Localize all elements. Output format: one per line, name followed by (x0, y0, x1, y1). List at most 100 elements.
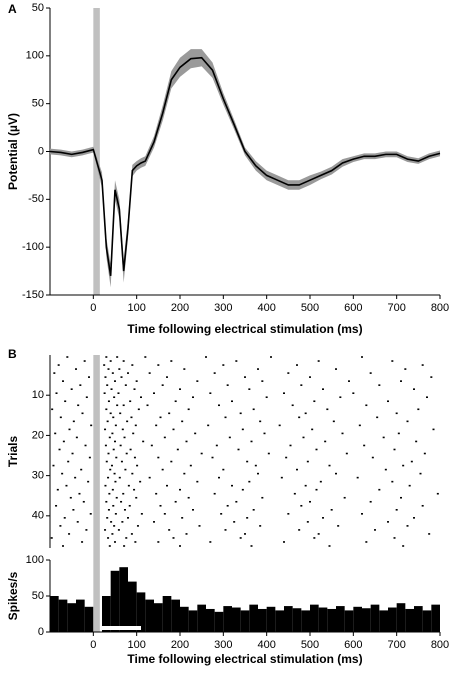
spike (393, 537, 396, 539)
spike (107, 368, 110, 370)
bar (249, 604, 258, 632)
spike (166, 376, 168, 378)
spike (123, 436, 126, 439)
spike (194, 432, 197, 435)
spike (254, 464, 257, 467)
spike (55, 504, 58, 507)
y-tick-label: 50 (32, 98, 44, 110)
spike (76, 521, 79, 523)
spike (127, 372, 129, 374)
spike (120, 460, 123, 463)
spike (430, 376, 433, 378)
y-tick-label: -100 (22, 241, 44, 253)
bar (50, 596, 59, 632)
y-tick-label: 0 (38, 145, 44, 157)
spike (104, 529, 107, 531)
bar (214, 611, 224, 632)
spike (393, 448, 396, 451)
spike (85, 396, 88, 399)
y-tick-label: 100 (26, 554, 44, 566)
spike (371, 456, 374, 459)
spike (119, 444, 122, 447)
spike (56, 488, 59, 491)
spike (126, 420, 129, 423)
bar (76, 599, 85, 632)
spike (125, 537, 128, 539)
spike (259, 420, 262, 423)
bar (206, 608, 215, 632)
x-tick-label: 500 (301, 639, 319, 651)
spike (384, 468, 387, 471)
spike (57, 364, 60, 366)
spike (211, 456, 214, 459)
x-tick-label: 800 (431, 302, 449, 314)
spike (423, 452, 426, 455)
spike (209, 541, 212, 543)
spike (339, 396, 342, 399)
spike (391, 360, 394, 362)
spike (179, 388, 181, 390)
spike (136, 464, 139, 467)
spike (107, 476, 110, 479)
spike (363, 444, 366, 447)
mean-line (49, 56, 441, 276)
spike (84, 444, 87, 447)
spike (105, 500, 108, 503)
bar (102, 596, 111, 632)
spike (200, 452, 203, 455)
spike (113, 472, 116, 475)
spike (116, 404, 119, 407)
spike (63, 517, 66, 519)
spike (114, 513, 117, 515)
spike (341, 432, 344, 435)
spike (207, 424, 210, 427)
spike (104, 444, 107, 447)
spike (313, 400, 316, 403)
spike (179, 488, 181, 491)
spike (55, 392, 58, 394)
spike (81, 541, 84, 543)
bar (110, 570, 120, 632)
spike (163, 513, 166, 515)
spike (263, 432, 266, 435)
spike (79, 384, 82, 386)
spike (133, 456, 136, 459)
spike (395, 412, 398, 415)
spike (104, 428, 107, 431)
spike (85, 529, 88, 531)
spike (185, 440, 188, 443)
spike (315, 448, 318, 451)
spike (187, 496, 190, 499)
spike (136, 525, 139, 527)
spike (196, 480, 199, 483)
bar (362, 608, 371, 632)
spike (244, 533, 246, 535)
spike (280, 476, 283, 479)
spike (304, 484, 307, 487)
spike (109, 412, 112, 415)
spike (413, 517, 415, 519)
spike (250, 545, 253, 547)
spike (222, 468, 225, 471)
spike (400, 496, 402, 499)
spike (65, 484, 68, 487)
x-tick-label: 300 (214, 639, 232, 651)
spike (436, 492, 439, 495)
x-tick-label: 200 (171, 639, 189, 651)
spike (283, 541, 285, 543)
spike (387, 400, 389, 403)
spike (148, 372, 151, 374)
spike (332, 420, 335, 423)
y-tick-label: 0 (38, 626, 44, 638)
spike (361, 356, 363, 358)
spike (304, 412, 307, 415)
spike (315, 488, 318, 491)
spike (176, 448, 179, 451)
spike (119, 412, 122, 415)
spike (123, 509, 126, 511)
spike (192, 396, 194, 399)
spike (421, 364, 424, 366)
spike (231, 400, 233, 403)
x-tick-label: 400 (257, 302, 275, 314)
spike (142, 440, 145, 443)
